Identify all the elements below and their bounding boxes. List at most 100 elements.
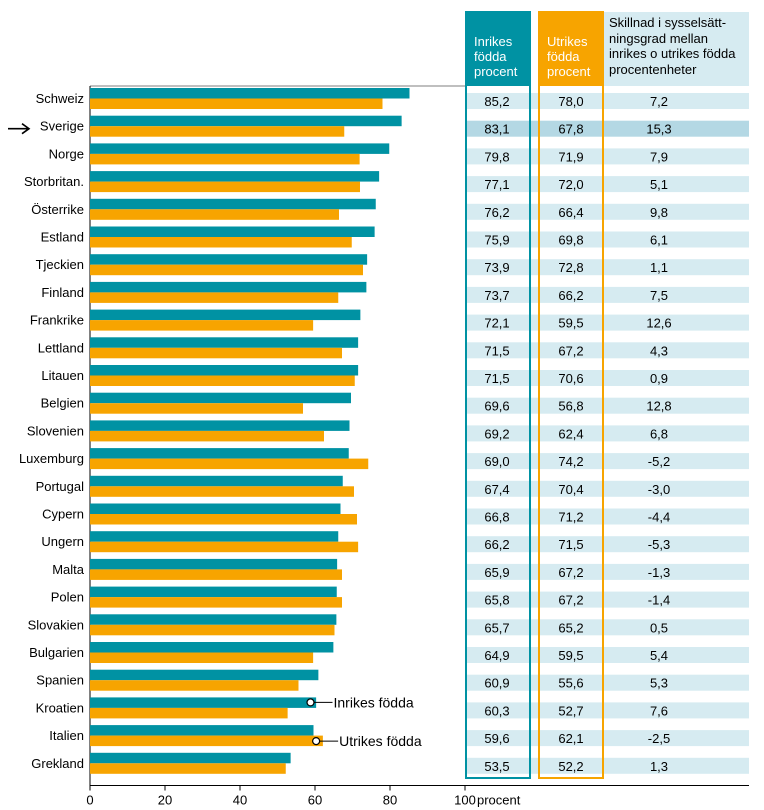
category-label: Litauen [41,368,84,383]
bar-inrikes [90,171,380,182]
value-inrikes: 77,1 [484,177,509,192]
value-difference: 7,2 [650,94,668,109]
table-row-bg [466,425,749,442]
table-row-bg [466,259,749,276]
bar-inrikes [90,309,361,321]
value-inrikes: 65,7 [484,620,509,635]
bar-utrikes [90,735,323,747]
value-utrikes: 59,5 [558,316,583,331]
bar-utrikes [90,347,342,359]
table-row-bg [466,591,749,608]
bar-inrikes [90,558,338,570]
bar-utrikes [90,430,324,442]
category-label: Frankrike [30,313,84,328]
value-difference: 7,5 [650,288,668,303]
value-inrikes: 71,5 [484,343,509,358]
legend-marker-inrikes [306,698,315,707]
table-row-bg [466,231,749,248]
bar-inrikes [90,448,349,459]
value-utrikes: 52,2 [558,759,583,774]
value-difference: 1,1 [650,260,668,275]
category-label: Estland [41,230,84,245]
table-row-bg [466,619,749,636]
value-inrikes: 75,9 [484,233,509,248]
value-inrikes: 60,9 [484,676,509,691]
table-row-bg [466,674,749,691]
value-inrikes: 76,2 [484,205,509,220]
value-difference: 6,8 [650,426,668,441]
bar-inrikes [90,88,410,99]
value-utrikes: 55,6 [558,676,583,691]
table-row-bg [466,203,749,220]
value-utrikes: 62,1 [558,731,583,746]
category-label: Tjeckien [36,257,84,272]
bar-inrikes [90,365,359,376]
x-unit-label: procent [477,793,521,808]
value-difference: -4,4 [648,510,670,525]
table-row-bg [466,480,749,497]
category-label: Finland [41,285,84,300]
value-inrikes: 69,6 [484,399,509,414]
value-inrikes: 83,1 [484,122,509,137]
table-row-bg [466,730,749,747]
x-tick-label: 40 [233,793,247,808]
value-utrikes: 67,2 [558,343,583,358]
bar-inrikes [90,281,367,293]
value-inrikes: 66,2 [484,537,509,552]
value-utrikes: 74,2 [558,454,583,469]
table-row-bg [466,176,749,193]
bar-utrikes [90,541,359,553]
category-label: Slovakien [28,617,84,632]
value-utrikes: 62,4 [558,426,583,441]
table-row-bg [466,397,749,414]
bar-utrikes [90,126,345,137]
category-label: Sverige [40,119,84,134]
value-difference: -5,3 [648,537,670,552]
table-row-bg [466,702,749,719]
bar-utrikes [90,486,354,497]
category-label: Bulgarien [29,645,84,660]
table-row-bg [466,314,749,331]
table-row-bg [466,120,749,137]
value-difference: 12,8 [646,399,671,414]
value-utrikes: 78,0 [558,94,583,109]
bar-inrikes [90,697,317,708]
category-label: Polen [51,590,84,605]
value-utrikes: 66,2 [558,288,583,303]
value-inrikes: 64,9 [484,648,509,663]
bar-utrikes [90,320,314,331]
category-label: Grekland [31,756,84,771]
bar-utrikes [90,153,360,165]
value-utrikes: 70,4 [558,482,583,497]
x-tick-label: 80 [383,793,397,808]
bar-utrikes [90,264,363,276]
legend-label-inrikes: Inrikes födda [334,694,414,710]
value-utrikes: 65,2 [558,620,583,635]
category-label: Norge [49,146,84,161]
bar-inrikes [90,115,402,127]
table-row-bg [466,757,749,774]
value-inrikes: 72,1 [484,316,509,331]
bar-inrikes [90,420,350,431]
value-inrikes: 53,5 [484,759,509,774]
value-utrikes: 72,0 [558,177,583,192]
table-row-bg [466,342,749,359]
value-utrikes: 67,2 [558,565,583,580]
table-row-bg [466,536,749,553]
bar-utrikes [90,458,369,470]
table-row-bg [466,148,749,165]
value-difference: 5,4 [650,648,668,663]
category-label: Lettland [38,340,84,355]
bar-inrikes [90,531,339,542]
value-difference: 9,8 [650,205,668,220]
value-inrikes: 66,8 [484,510,509,525]
category-label: Slovenien [27,423,84,438]
bar-inrikes [90,143,390,154]
value-utrikes: 52,7 [558,703,583,718]
category-label: Italien [49,728,84,743]
header-utrikes: Utrikes födda procent [539,12,603,86]
value-difference: 7,9 [650,149,668,164]
category-label: Belgien [41,396,84,411]
bar-utrikes [90,597,342,608]
bar-utrikes [90,569,342,580]
